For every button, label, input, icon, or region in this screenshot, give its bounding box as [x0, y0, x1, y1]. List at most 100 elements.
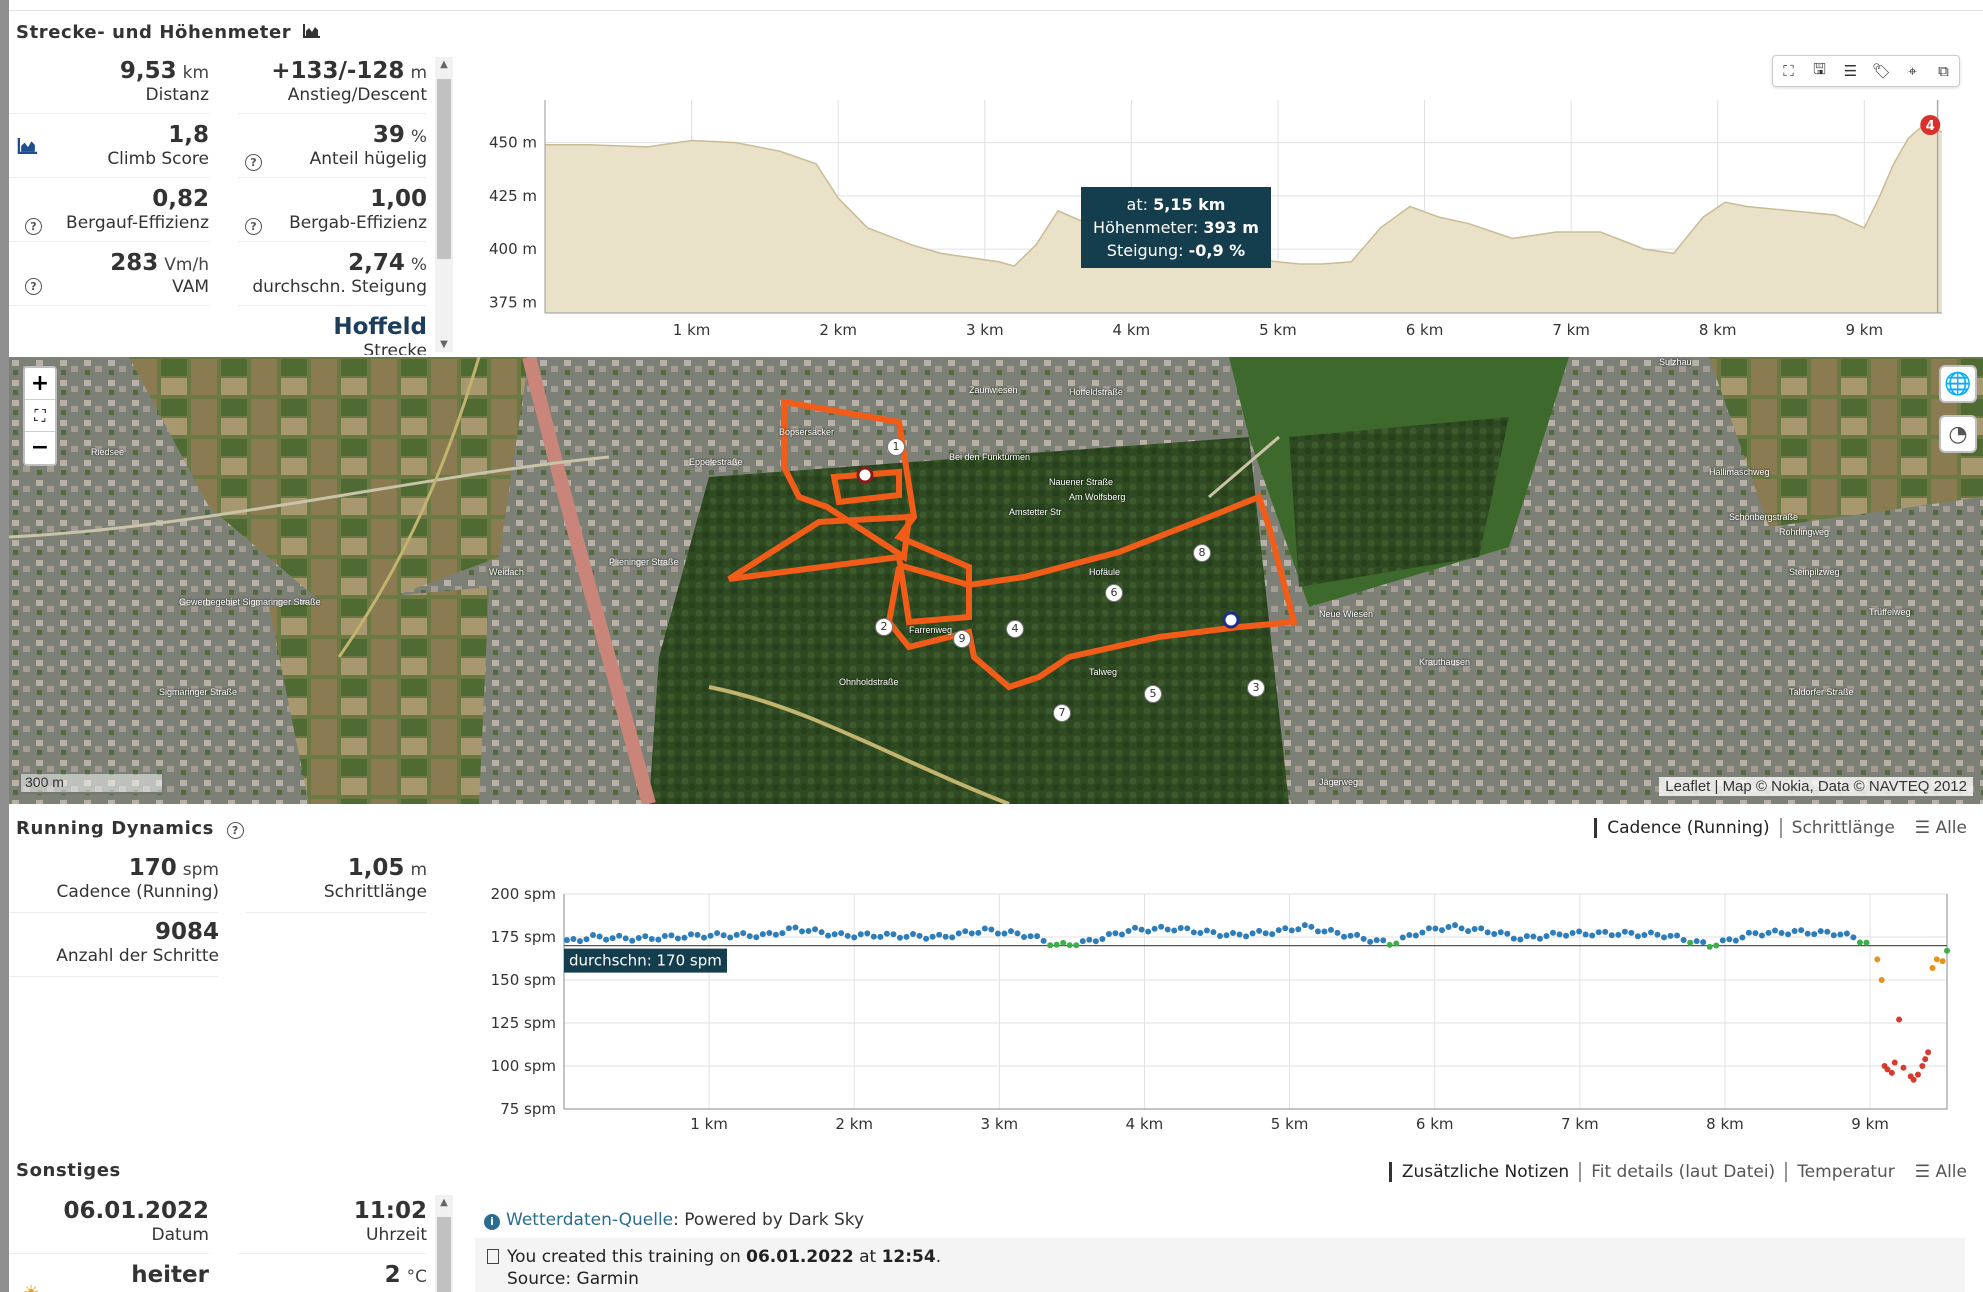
cadence-point [812, 926, 819, 933]
help-icon[interactable]: ? [245, 154, 262, 171]
route-map[interactable]: 1 2 3 4 5 6 7 8 9 Bopsersäcker Zaunwiesen Hoffeldst… [9, 357, 1983, 804]
elevation-chart[interactable]: 375 m 400 m 425 m 450 m 1 km 2 km 3 km 4 km 5 km… [469, 60, 1974, 350]
cadence-point [1517, 936, 1524, 943]
route-km-marker[interactable]: 4 [1006, 620, 1024, 638]
cadence-point [1092, 938, 1099, 945]
metric-value: heiter [131, 1262, 209, 1288]
route-km-marker[interactable]: 6 [1105, 584, 1123, 602]
metric-hilly-share: ? 39% Anteil hügelig [237, 122, 427, 178]
route-km-marker[interactable]: 3 [1247, 679, 1265, 697]
cadence-point [994, 930, 1001, 937]
cadence-point [857, 931, 864, 938]
help-icon[interactable]: ? [25, 278, 42, 295]
y-tick-label: 75 spm [500, 1100, 556, 1118]
crop-icon[interactable]: ⧉ [1938, 62, 1949, 80]
map-place-label: Amstetter Str [1009, 507, 1062, 517]
metric-value: 0,82 [152, 186, 209, 212]
fullscreen-button[interactable]: ⛶ [25, 400, 55, 432]
cadence-point [1001, 930, 1008, 937]
metric-cadence: 170 spm Cadence (Running) [9, 855, 219, 913]
globe-icon[interactable]: 🌐 [1939, 365, 1977, 403]
metric-value[interactable]: Hoffeld [333, 314, 427, 340]
tab-all[interactable]: ☰ Alle [1914, 1162, 1967, 1182]
cadence-point [1693, 938, 1700, 945]
route-km-marker[interactable]: 2 [875, 618, 893, 636]
map-place-label: Krauthausen [1419, 657, 1471, 667]
map-place-label: Hoffeldstraße [1069, 387, 1123, 397]
cadence-point [1164, 926, 1171, 933]
zoom-out-button[interactable]: − [30, 435, 50, 460]
cadence-point [1327, 926, 1334, 933]
cadence-point [629, 937, 636, 944]
tab-temperature[interactable]: Temperatur [1785, 1162, 1905, 1182]
cadence-point [1634, 933, 1641, 940]
metrics-scrollbar[interactable]: ▲ ▼ [435, 57, 453, 352]
metric-time: 11:02 Uhrzeit [237, 1198, 427, 1254]
map-place-label: Ohnholdstraße [839, 677, 899, 687]
cadence-point [1138, 926, 1145, 933]
zoom-in-button[interactable]: + [25, 368, 55, 400]
tab-cadence[interactable]: Cadence (Running) [1594, 818, 1779, 838]
route-km-marker[interactable]: 5 [1144, 685, 1162, 703]
area-chart-icon[interactable] [17, 138, 39, 158]
cadence-point [1914, 1071, 1921, 1078]
tab-all[interactable]: ☰ Alle [1914, 818, 1967, 838]
crosshair-icon[interactable]: ⌖ [1908, 62, 1917, 80]
route-km-marker[interactable]: 1 [887, 438, 905, 456]
tab-additional-notes[interactable]: Zusätzliche Notizen [1388, 1162, 1579, 1182]
average-label-bg [564, 948, 727, 973]
cadence-chart[interactable]: 75 spm 100 spm 125 spm 150 spm 175 spm 200 sp… [469, 880, 1974, 1130]
cadence-point [1288, 927, 1295, 934]
metric-avg-gradient: 2,74% durchschn. Steigung [237, 250, 427, 306]
metric-value: 11:02 [353, 1198, 427, 1224]
gauge-icon[interactable]: ◔ [1939, 415, 1977, 453]
help-icon[interactable]: ? [245, 218, 262, 235]
scroll-thumb[interactable] [437, 79, 451, 259]
metric-label: Datum [151, 1225, 209, 1245]
cadence-point [1132, 924, 1139, 931]
cadence-point [949, 934, 956, 941]
cadence-point [727, 934, 734, 941]
weather-source-note: i Wetterdaten-Quelle: Powered by Dark Sky [484, 1210, 864, 1230]
metric-stride-length: 1,05 m Schrittlänge [245, 855, 427, 913]
metric-downhill-efficiency: ? 1,00 Bergab-Effizienz [237, 186, 427, 242]
list-icon[interactable]: ☰ [1843, 62, 1858, 80]
cadence-point [1471, 925, 1478, 932]
cadence-point [1360, 935, 1367, 942]
weather-source-link[interactable]: Wetterdaten-Quelle [506, 1210, 674, 1230]
cadence-point [1765, 929, 1772, 936]
cadence-point [596, 933, 603, 940]
tab-all-label: Alle [1935, 818, 1967, 838]
metric-value: +133/-128 [271, 58, 405, 84]
weather-source-text: : Powered by Dark Sky [673, 1210, 865, 1230]
cadence-point [1112, 930, 1119, 937]
cadence-point [877, 933, 884, 940]
cadence-point [1824, 928, 1831, 935]
metric-route[interactable]: Hoffeld Strecke [237, 314, 427, 355]
scroll-down-icon[interactable]: ▼ [440, 339, 448, 350]
tab-fit-details[interactable]: Fit details (laut Datei) [1579, 1162, 1785, 1182]
misc-scrollbar[interactable]: ▲ [435, 1195, 453, 1292]
map-place-label: Sigmaringer Straße [159, 687, 238, 697]
scroll-thumb[interactable] [437, 1217, 451, 1292]
map-attribution[interactable]: Leaflet | Map © Nokia, Data © NAVTEQ 201… [1659, 777, 1973, 796]
cadence-point [1341, 933, 1348, 940]
route-km-marker[interactable]: 8 [1193, 544, 1211, 562]
tab-stride-length[interactable]: Schrittlänge [1779, 818, 1905, 838]
cadence-point [661, 933, 668, 940]
route-km-marker[interactable]: 7 [1053, 704, 1071, 722]
cadence-point [1576, 928, 1583, 935]
cadence-point [883, 930, 890, 937]
cadence-point [1177, 925, 1184, 932]
route-km-marker[interactable]: 9 [953, 630, 971, 648]
help-icon[interactable]: ? [25, 218, 42, 235]
help-icon[interactable]: ? [226, 822, 244, 839]
save-icon[interactable]: 🖫 [1813, 59, 1826, 78]
misc-section-title: Sonstiges [16, 1160, 121, 1181]
scroll-up-icon[interactable]: ▲ [440, 59, 448, 70]
tag-icon[interactable]: 🏷 [1871, 62, 1892, 80]
metric-unit: km [182, 63, 209, 83]
cadence-point [603, 936, 610, 943]
fullscreen-icon[interactable]: ⛶ [1783, 62, 1794, 80]
scroll-up-icon[interactable]: ▲ [440, 1197, 448, 1208]
